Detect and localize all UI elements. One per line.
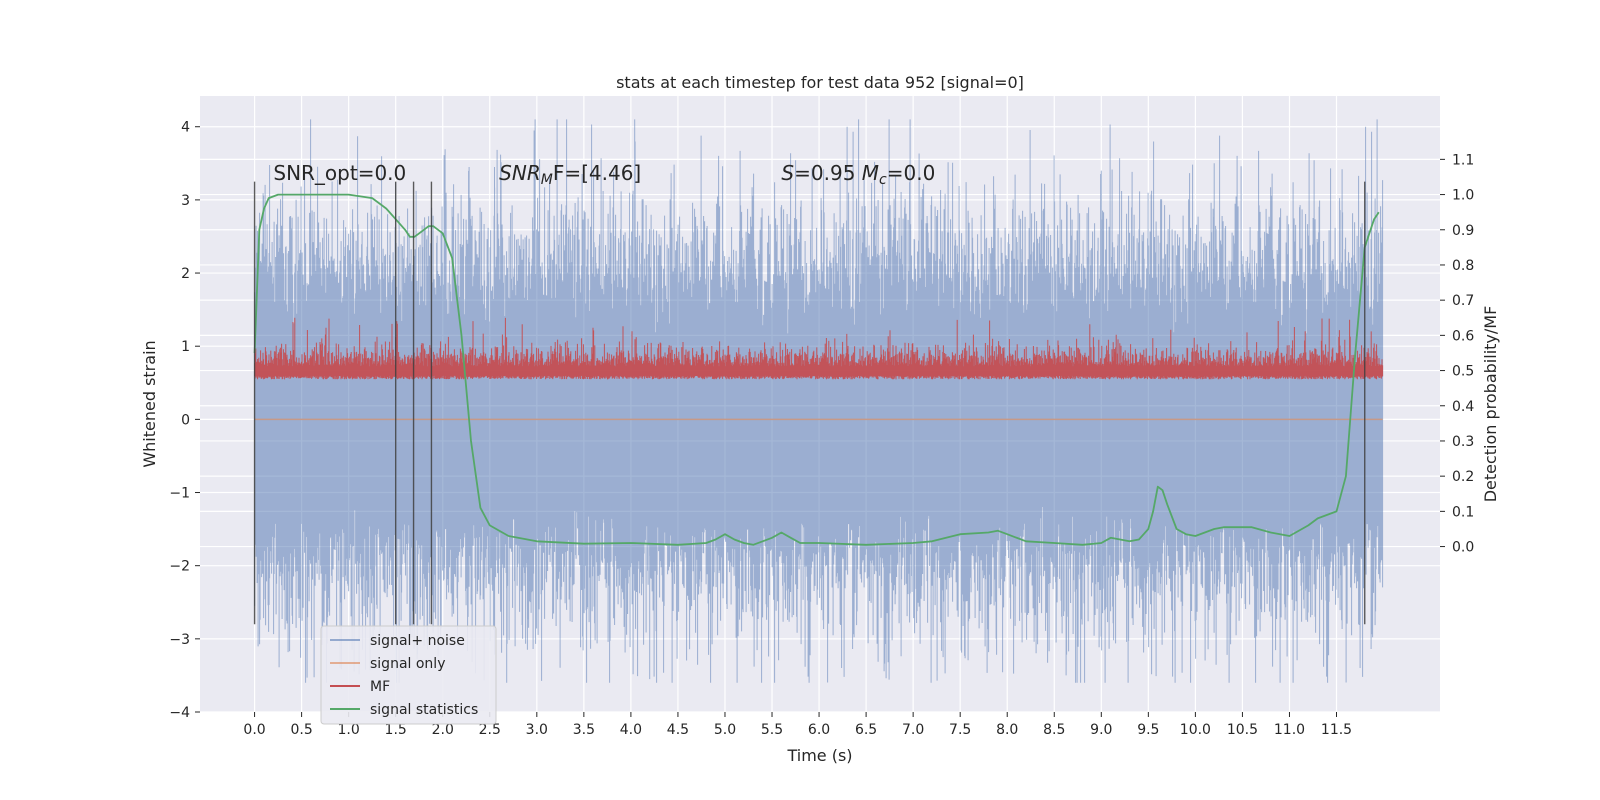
annotations: SNR_opt=0.0 SNRMF=[4.46] S=0.95 Mc=0.0 xyxy=(273,161,935,188)
legend-label-signal-statistics: signal statistics xyxy=(370,702,478,718)
y2-tick-label: 0.3 xyxy=(1452,434,1474,450)
y2-tick-label: 0.2 xyxy=(1452,469,1474,485)
y2-tick-label: 0.5 xyxy=(1452,364,1474,380)
x-tick-label: 9.5 xyxy=(1137,722,1159,738)
y-axis-right: 0.0 0.1 0.2 0.3 0.4 0.5 0.6 0.7 0.8 0.9 1.0 1.1 xyxy=(1440,152,1474,556)
legend-label-mf: MF xyxy=(370,679,390,695)
y-axis-left: −4 −3 −2 −1 0 1 2 3 4 xyxy=(169,120,200,721)
legend: signal+ noise signal only MF signal stat… xyxy=(320,625,497,725)
annotation-2: SNRMF=[4.46] xyxy=(499,161,641,188)
y-tick-label: 2 xyxy=(181,266,190,282)
y2-tick-label: 0.1 xyxy=(1452,504,1474,520)
y2-tick-label: 0.9 xyxy=(1452,223,1474,239)
x-axis: 0.0 0.5 1.0 1.5 2.0 2.5 3.0 3.5 4.0 4.5 5.0 5.5 6.0 6… xyxy=(243,712,1352,738)
x-tick-label: 6.0 xyxy=(808,722,830,738)
x-tick-label: 3.5 xyxy=(573,722,595,738)
signal-statistics-line xyxy=(253,193,1380,546)
x-tick-label: 1.5 xyxy=(385,722,407,738)
legend-label-signal-only: signal only xyxy=(370,656,445,672)
x-tick-label: 10.0 xyxy=(1180,722,1211,738)
x-tick-label: 7.5 xyxy=(949,722,971,738)
y-tick-label: 4 xyxy=(181,120,190,136)
y2-axis-title: Detection probability/MF xyxy=(1481,306,1500,503)
x-tick-label: 2.5 xyxy=(479,722,501,738)
legend-box xyxy=(320,625,497,725)
x-tick-label: 6.5 xyxy=(855,722,877,738)
y-tick-label: −2 xyxy=(169,559,190,575)
y-tick-label: 3 xyxy=(181,193,190,209)
x-tick-label: 0.5 xyxy=(290,722,312,738)
x-tick-label: 5.0 xyxy=(714,722,736,738)
y2-tick-label: 1.0 xyxy=(1452,188,1474,204)
x-tick-label: 4.0 xyxy=(620,722,642,738)
y2-tick-label: 1.1 xyxy=(1452,152,1474,168)
x-tick-label: 10.5 xyxy=(1227,722,1258,738)
x-tick-label: 0.0 xyxy=(243,722,265,738)
annotation-1: SNR_opt=0.0 xyxy=(273,161,406,185)
y2-tick-label: 0.0 xyxy=(1452,540,1474,556)
x-tick-label: 3.0 xyxy=(526,722,548,738)
y-tick-label: 1 xyxy=(181,339,190,355)
y2-tick-label: 0.8 xyxy=(1452,258,1474,274)
x-tick-label: 9.0 xyxy=(1090,722,1112,738)
x-tick-label: 4.5 xyxy=(667,722,689,738)
x-tick-label: 11.5 xyxy=(1321,722,1352,738)
annotation-3: S=0.95 Mc=0.0 xyxy=(781,161,935,188)
legend-label-signal-noise: signal+ noise xyxy=(370,633,465,649)
y2-tick-label: 0.4 xyxy=(1452,399,1474,415)
x-axis-title: Time (s) xyxy=(786,746,852,765)
y-tick-label: −4 xyxy=(169,705,190,721)
series-signal-statistics xyxy=(253,193,1380,546)
x-tick-label: 2.0 xyxy=(432,722,454,738)
x-tick-label: 1.0 xyxy=(338,722,360,738)
y-axis-title: Whitened strain xyxy=(140,340,159,467)
y-tick-label: 0 xyxy=(181,412,190,428)
y-tick-label: −3 xyxy=(169,632,190,648)
x-tick-label: 11.0 xyxy=(1274,722,1305,738)
x-tick-label: 7.0 xyxy=(902,722,924,738)
y2-tick-label: 0.6 xyxy=(1452,328,1474,344)
vertical-markers xyxy=(253,181,1366,625)
y-tick-label: −1 xyxy=(169,486,190,502)
x-tick-label: 8.0 xyxy=(996,722,1018,738)
y2-tick-label: 0.7 xyxy=(1452,293,1474,309)
chart-title: stats at each timestep for test data 952… xyxy=(616,73,1024,92)
x-tick-label: 8.5 xyxy=(1043,722,1065,738)
x-tick-label: 5.5 xyxy=(761,722,783,738)
